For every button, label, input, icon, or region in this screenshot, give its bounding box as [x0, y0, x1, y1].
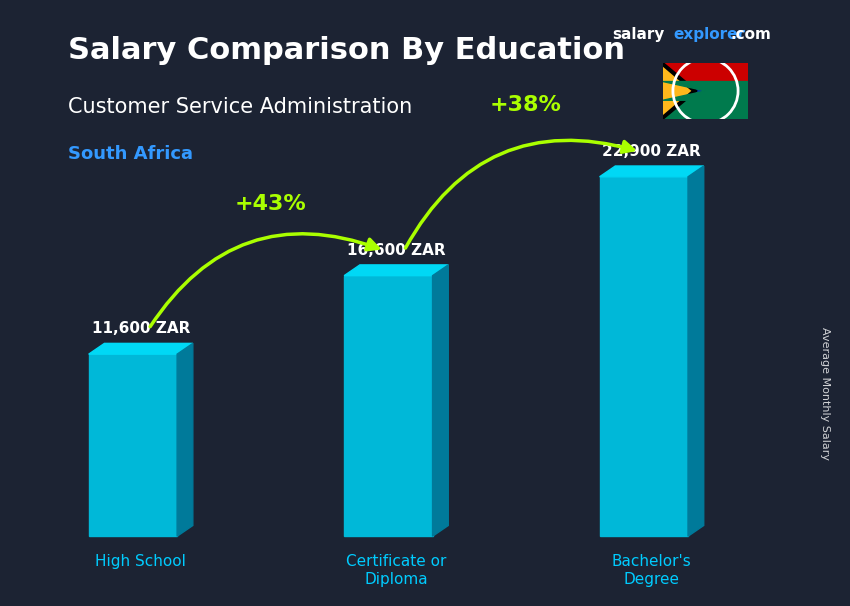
Polygon shape: [88, 344, 193, 354]
Bar: [599, 177, 688, 536]
Bar: [663, 82, 748, 100]
Polygon shape: [344, 265, 448, 276]
Text: Certificate or
Diploma: Certificate or Diploma: [346, 554, 446, 587]
Text: .com: .com: [731, 27, 772, 42]
Text: explorer: explorer: [673, 27, 745, 42]
Polygon shape: [599, 166, 704, 177]
Text: +38%: +38%: [490, 95, 562, 115]
Text: South Africa: South Africa: [68, 145, 193, 164]
Polygon shape: [663, 67, 691, 115]
Polygon shape: [688, 166, 704, 536]
Polygon shape: [177, 344, 193, 536]
Polygon shape: [663, 62, 697, 119]
Bar: [88, 354, 177, 536]
Bar: [663, 100, 748, 119]
Text: Customer Service Administration: Customer Service Administration: [68, 97, 412, 117]
Text: Salary Comparison By Education: Salary Comparison By Education: [68, 36, 625, 65]
Text: Bachelor's
Degree: Bachelor's Degree: [612, 554, 692, 587]
Polygon shape: [663, 82, 748, 100]
Text: 11,600 ZAR: 11,600 ZAR: [92, 321, 190, 336]
Text: 22,900 ZAR: 22,900 ZAR: [603, 144, 701, 159]
Polygon shape: [433, 265, 448, 536]
Text: High School: High School: [95, 554, 186, 569]
Text: Average Monthly Salary: Average Monthly Salary: [819, 327, 830, 461]
Text: 16,600 ZAR: 16,600 ZAR: [347, 242, 445, 258]
Text: salary: salary: [612, 27, 665, 42]
Bar: [663, 62, 748, 82]
Text: +43%: +43%: [235, 194, 306, 214]
Bar: [344, 276, 433, 536]
